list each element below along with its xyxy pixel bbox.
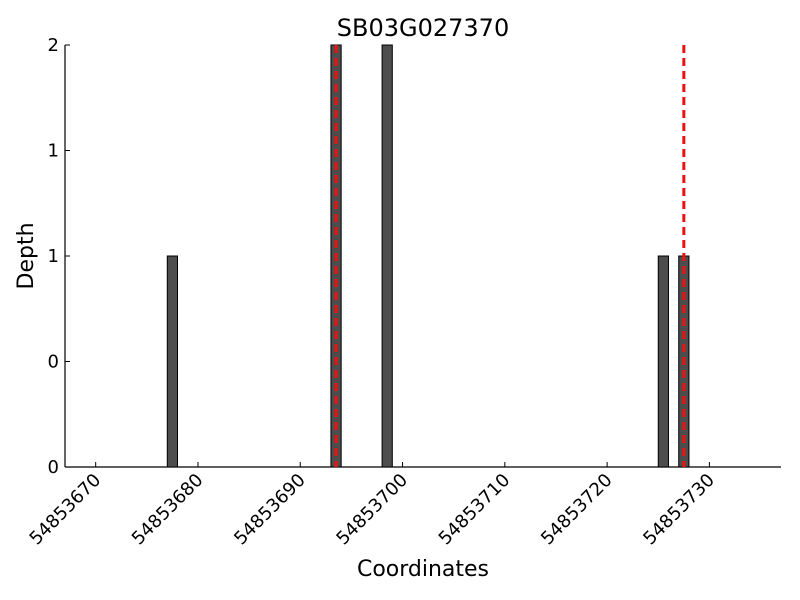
bar — [166, 255, 179, 468]
x-tick-label: 54853670 — [26, 470, 106, 550]
x-tick-label: 54853680 — [128, 470, 208, 550]
y-tick-label: 0 — [48, 457, 59, 478]
y-axis-label: Depth — [14, 222, 39, 289]
x-tick-label: 54853730 — [639, 470, 719, 550]
y-tick-label: 2 — [48, 35, 59, 56]
bar — [657, 255, 669, 468]
x-tick-label: 54853710 — [435, 470, 515, 550]
y-tick-label: 0 — [48, 352, 59, 373]
x-axis-label: Coordinates — [357, 557, 489, 582]
x-tick-label: 54853720 — [537, 470, 617, 550]
bar — [381, 44, 393, 468]
x-tick-label: 54853700 — [332, 470, 412, 550]
chart-title: SB03G027370 — [337, 14, 509, 42]
y-tick-label: 1 — [48, 246, 59, 267]
y-tick-label: 1 — [48, 141, 59, 162]
x-tick-label: 54853690 — [230, 470, 310, 550]
